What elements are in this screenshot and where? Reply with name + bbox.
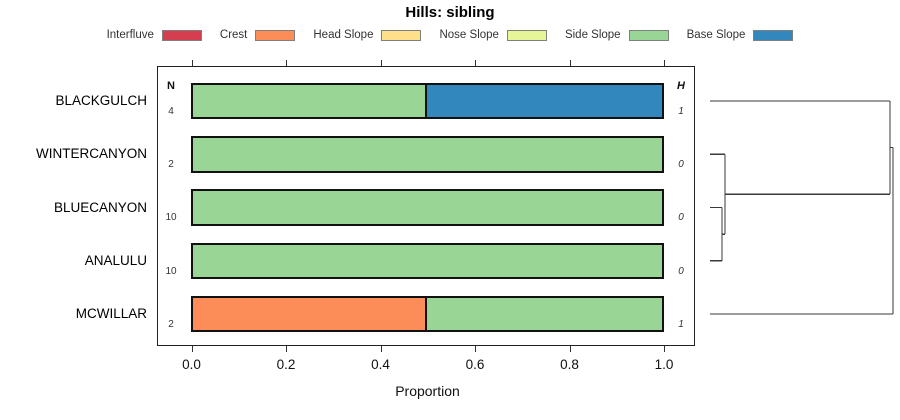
x-tick-top bbox=[380, 60, 382, 66]
legend-item-crest: Crest bbox=[219, 29, 296, 41]
x-tick-top bbox=[286, 60, 288, 66]
legend-label: Base Slope bbox=[686, 29, 746, 41]
legend-label: Crest bbox=[219, 29, 248, 41]
x-tick-label: 0.6 bbox=[465, 357, 485, 372]
h-value: 0 bbox=[678, 265, 684, 277]
bar-segment-crest bbox=[191, 295, 428, 333]
x-axis-title: Proportion bbox=[395, 383, 460, 399]
n-value: 10 bbox=[165, 212, 177, 224]
x-tick-bottom bbox=[191, 346, 193, 352]
legend-item-nose-slope: Nose Slope bbox=[439, 29, 547, 41]
legend: Interfluve Crest Head Slope Nose Slope Side … bbox=[0, 27, 900, 43]
n-value: 4 bbox=[168, 105, 174, 117]
stacked-bar bbox=[191, 295, 664, 333]
row-label: BLACKGULCH bbox=[55, 93, 147, 108]
legend-item-interfluve: Interfluve bbox=[107, 29, 202, 41]
row-label: BLUECANYON bbox=[53, 199, 147, 215]
bar-segment-base-slope bbox=[425, 82, 664, 120]
x-tick-top bbox=[475, 60, 477, 66]
x-tick-bottom bbox=[569, 346, 571, 352]
n-column-header: N bbox=[167, 80, 175, 92]
bar-segment-side-slope bbox=[191, 82, 428, 120]
stacked-bar bbox=[191, 242, 664, 279]
legend-color-swatch bbox=[628, 29, 669, 41]
legend-label: Interfluve bbox=[106, 29, 154, 41]
x-tick-label: 0.0 bbox=[182, 357, 201, 372]
x-tick-top bbox=[569, 60, 571, 66]
stacked-bar bbox=[191, 136, 664, 173]
x-tick-top bbox=[664, 60, 666, 66]
legend-label: Side Slope bbox=[564, 29, 621, 41]
x-tick-label: 1.0 bbox=[654, 357, 674, 372]
h-value: 0 bbox=[678, 212, 684, 224]
legend-item-base-slope: Base Slope bbox=[687, 29, 794, 41]
n-value: 10 bbox=[165, 265, 177, 277]
legend-label: Head Slope bbox=[313, 29, 374, 41]
h-column-header: H bbox=[677, 80, 685, 92]
h-value: 1 bbox=[678, 105, 684, 117]
x-tick-top bbox=[191, 60, 193, 66]
h-value: 0 bbox=[678, 159, 684, 170]
x-tick-bottom bbox=[475, 346, 477, 352]
x-tick-bottom bbox=[380, 346, 382, 352]
n-value: 2 bbox=[168, 318, 174, 330]
x-tick-bottom bbox=[286, 346, 288, 352]
stacked-bar bbox=[191, 82, 664, 120]
row-label: WINTERCANYON bbox=[36, 146, 147, 162]
bar-segment-side-slope bbox=[425, 295, 664, 333]
x-tick-label: 0.2 bbox=[276, 357, 296, 372]
row-label: ANALULU bbox=[84, 252, 147, 268]
n-value: 2 bbox=[168, 159, 174, 170]
chart-title: Hills: sibling bbox=[405, 4, 495, 21]
row-label: MCWILLAR bbox=[75, 306, 147, 321]
h-value: 1 bbox=[678, 318, 684, 330]
legend-item-side-slope: Side Slope bbox=[565, 29, 669, 41]
legend-item-head-slope: Head Slope bbox=[313, 29, 422, 41]
x-tick-label: 0.4 bbox=[371, 357, 390, 372]
bar-segment-side-slope bbox=[191, 136, 664, 173]
bar-segment-side-slope bbox=[191, 242, 664, 279]
legend-color-swatch bbox=[506, 29, 547, 41]
x-tick-label: 0.8 bbox=[560, 357, 579, 372]
x-tick-bottom bbox=[664, 346, 666, 352]
legend-color-swatch bbox=[161, 29, 202, 41]
legend-color-swatch bbox=[255, 29, 296, 41]
legend-color-swatch bbox=[381, 29, 422, 41]
legend-color-swatch bbox=[753, 29, 794, 41]
bar-segment-side-slope bbox=[191, 189, 664, 226]
legend-label: Nose Slope bbox=[439, 29, 499, 41]
stacked-bar bbox=[191, 189, 664, 226]
